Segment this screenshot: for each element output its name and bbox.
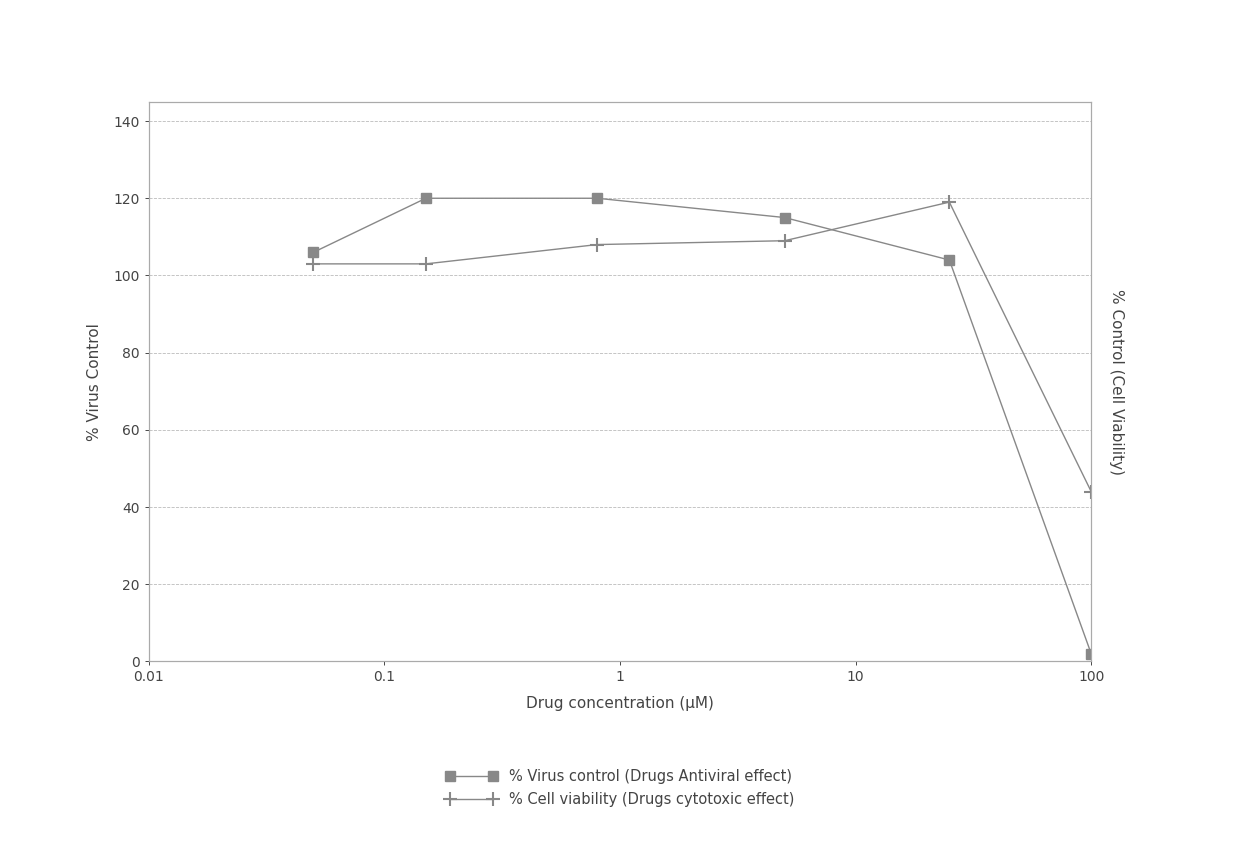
X-axis label: Drug concentration (μM): Drug concentration (μM) bbox=[526, 695, 714, 711]
% Virus control (Drugs Antiviral effect) bbox=[942, 255, 957, 265]
% Virus control (Drugs Antiviral effect) bbox=[418, 193, 433, 204]
Y-axis label: % Virus Control: % Virus Control bbox=[87, 322, 102, 441]
% Cell viability (Drugs cytotoxic effect) bbox=[590, 239, 605, 249]
% Cell viability (Drugs cytotoxic effect) bbox=[418, 259, 433, 269]
Legend: % Virus control (Drugs Antiviral effect), % Cell viability (Drugs cytotoxic effe: % Virus control (Drugs Antiviral effect)… bbox=[446, 769, 794, 806]
% Cell viability (Drugs cytotoxic effect) bbox=[942, 197, 957, 207]
% Cell viability (Drugs cytotoxic effect) bbox=[306, 259, 321, 269]
% Virus control (Drugs Antiviral effect) bbox=[777, 213, 792, 223]
Line: % Virus control (Drugs Antiviral effect): % Virus control (Drugs Antiviral effect) bbox=[309, 193, 1096, 659]
% Virus control (Drugs Antiviral effect) bbox=[306, 248, 321, 258]
Y-axis label: % Control (Cell Viability): % Control (Cell Viability) bbox=[1109, 288, 1123, 475]
% Virus control (Drugs Antiviral effect) bbox=[590, 193, 605, 204]
% Cell viability (Drugs cytotoxic effect) bbox=[777, 236, 792, 246]
Line: % Cell viability (Drugs cytotoxic effect): % Cell viability (Drugs cytotoxic effect… bbox=[306, 195, 1099, 499]
% Virus control (Drugs Antiviral effect) bbox=[1084, 649, 1099, 659]
% Cell viability (Drugs cytotoxic effect) bbox=[1084, 487, 1099, 497]
